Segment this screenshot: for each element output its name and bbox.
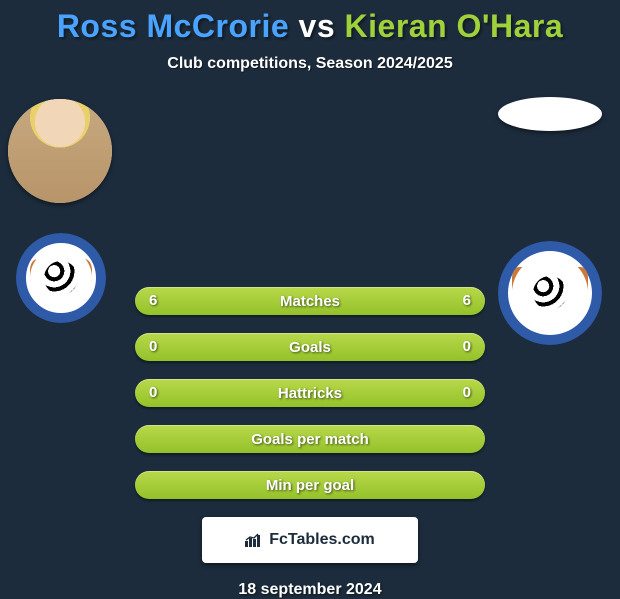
stat-row-gpm: Goals per match	[135, 425, 485, 453]
comparison-area: 6 Matches 6 0 Goals 0 0 Hattricks 0 Goal…	[0, 93, 620, 599]
stat-rows: 6 Matches 6 0 Goals 0 0 Hattricks 0 Goal…	[135, 287, 485, 499]
brand-box[interactable]: FcTables.com	[202, 517, 418, 563]
stat-left-value: 6	[149, 287, 157, 315]
stat-row-matches: 6 Matches 6	[135, 287, 485, 315]
brand-text: FcTables.com	[269, 531, 375, 549]
vs-separator: vs	[299, 8, 336, 44]
stat-row-mpg: Min per goal	[135, 471, 485, 499]
stat-label: Matches	[280, 293, 340, 310]
subtitle: Club competitions, Season 2024/2025	[0, 55, 620, 73]
badge-inner	[30, 247, 92, 309]
footer-date: 18 september 2024	[0, 581, 620, 599]
face-placeholder	[8, 99, 112, 203]
player1-club-badge	[16, 233, 106, 323]
page-title: Ross McCrorie vs Kieran O'Hara	[0, 8, 620, 45]
stat-row-goals: 0 Goals 0	[135, 333, 485, 361]
stat-label: Min per goal	[266, 477, 354, 494]
stat-label: Hattricks	[278, 385, 342, 402]
stat-left-value: 0	[149, 379, 157, 407]
badge-inner	[512, 255, 588, 331]
player2-name: Kieran O'Hara	[345, 8, 564, 44]
bar-chart-icon	[245, 533, 263, 547]
stat-left-value: 0	[149, 333, 157, 361]
stat-right-value: 0	[463, 333, 471, 361]
stat-row-hattricks: 0 Hattricks 0	[135, 379, 485, 407]
player1-avatar	[8, 99, 112, 203]
player1-name: Ross McCrorie	[57, 8, 289, 44]
header: Ross McCrorie vs Kieran O'Hara Club comp…	[0, 0, 620, 73]
player2-club-badge	[498, 241, 602, 345]
stat-right-value: 6	[463, 287, 471, 315]
stat-label: Goals	[289, 339, 331, 356]
stat-label: Goals per match	[251, 431, 369, 448]
football-icon	[44, 261, 78, 295]
player2-avatar	[498, 97, 602, 131]
stat-right-value: 0	[463, 379, 471, 407]
football-icon	[533, 276, 567, 310]
